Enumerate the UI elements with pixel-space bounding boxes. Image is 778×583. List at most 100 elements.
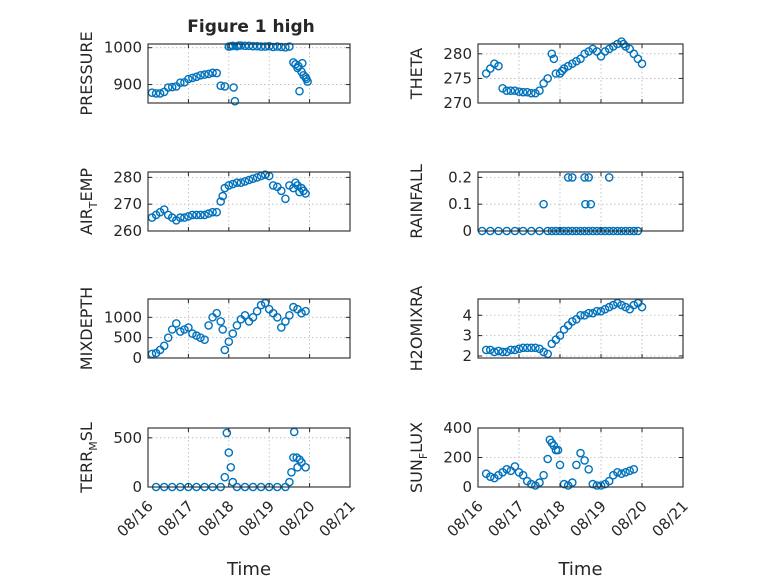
data-point (580, 456, 589, 465)
data-point (256, 300, 266, 310)
data-point (485, 472, 495, 482)
data-point (592, 306, 602, 316)
data-point (272, 42, 282, 51)
x-tick-label: 08/16 (114, 497, 157, 540)
data-point (617, 37, 626, 46)
data-point (510, 345, 520, 355)
data-point (281, 194, 290, 204)
data-point (543, 454, 553, 464)
data-point (576, 54, 585, 64)
data-point (159, 341, 169, 351)
data-point (196, 333, 205, 343)
y-tick-label: 900 (113, 76, 142, 94)
y-tick-label: 0 (462, 478, 472, 496)
subplot-8: 0 200 400 SUNFLUX 08/1608/1708/1808/1908/200… (407, 419, 692, 580)
data-point (216, 81, 225, 90)
y-tick-label: 270 (113, 195, 142, 213)
data-point (216, 317, 225, 326)
data-point (204, 321, 213, 330)
data-point (167, 82, 177, 92)
data-point (229, 83, 238, 92)
data-point (555, 69, 565, 78)
data-point (301, 306, 310, 316)
data-point (301, 462, 310, 472)
data-point (295, 455, 304, 464)
data-point (555, 460, 565, 470)
x-tick-label: 08/17 (485, 497, 528, 540)
data-point (276, 186, 286, 196)
data-point (212, 68, 221, 78)
data-point (586, 199, 596, 209)
y-tick-label: 1000 (104, 308, 142, 326)
data-point (568, 478, 577, 487)
data-point (208, 68, 217, 78)
x-axis-label: Time (557, 559, 602, 580)
data-point (175, 213, 185, 222)
data-point (208, 207, 217, 217)
data-point (485, 64, 495, 73)
data-point (200, 70, 209, 79)
axes-box (147, 298, 351, 359)
data-point (576, 448, 585, 458)
data-point (621, 302, 630, 312)
data-point (295, 187, 304, 197)
data-point (285, 310, 294, 320)
y-axis-label: MIXDEPTH (77, 287, 96, 370)
data-point (248, 41, 258, 51)
data-point (218, 191, 227, 201)
y-axis-label: SUNFLUX (407, 422, 430, 493)
data-point (272, 312, 282, 322)
x-axis-label: Time (226, 559, 271, 580)
data-point (244, 41, 254, 51)
data-point (184, 74, 193, 84)
data-point (248, 312, 258, 322)
data-point (494, 61, 503, 71)
data-point (180, 325, 189, 334)
y-tick-label: 400 (443, 419, 472, 437)
x-tick-label: 08/17 (154, 497, 197, 540)
data-point (629, 300, 639, 310)
data-point (228, 179, 238, 189)
data-point (287, 467, 296, 477)
data-point (297, 308, 306, 318)
data-point (502, 347, 512, 357)
data-point (481, 69, 491, 78)
data-point (289, 427, 299, 437)
data-point (490, 347, 499, 357)
data-point (252, 173, 262, 182)
data-point (200, 335, 209, 345)
data-point (188, 329, 197, 338)
data-point (555, 331, 565, 340)
axes-box (477, 43, 684, 104)
y-axis-label: PRESSURE (77, 31, 96, 115)
data-point (220, 472, 230, 482)
data-point (514, 344, 524, 354)
data-point (159, 205, 169, 214)
data-point (633, 54, 643, 64)
y-tick-label: 280 (443, 45, 472, 63)
y-axis-label: AIRTEMP (77, 168, 100, 235)
data-point (301, 189, 310, 198)
data-point (228, 329, 238, 338)
data-point (563, 321, 573, 330)
data-point (588, 308, 598, 318)
data-point (580, 310, 589, 320)
data-point (539, 470, 548, 480)
data-point (531, 343, 540, 353)
data-point (192, 72, 201, 82)
data-point (522, 343, 532, 353)
x-tick-label: 08/20 (608, 497, 651, 540)
subplot-4: 0 0.1 0.2 RAINFALL (407, 164, 684, 240)
y-tick-label: 0 (462, 222, 472, 240)
data-point (549, 54, 559, 64)
data-point (621, 467, 630, 477)
data-point (592, 47, 602, 56)
data-point (268, 181, 278, 190)
data-point (252, 41, 262, 51)
data-point (604, 173, 614, 182)
data-point (180, 213, 189, 222)
data-point (216, 197, 225, 206)
x-tick-label: 08/19 (567, 497, 610, 540)
data-point (188, 73, 197, 83)
x-tick-label: 08/18 (526, 497, 569, 540)
